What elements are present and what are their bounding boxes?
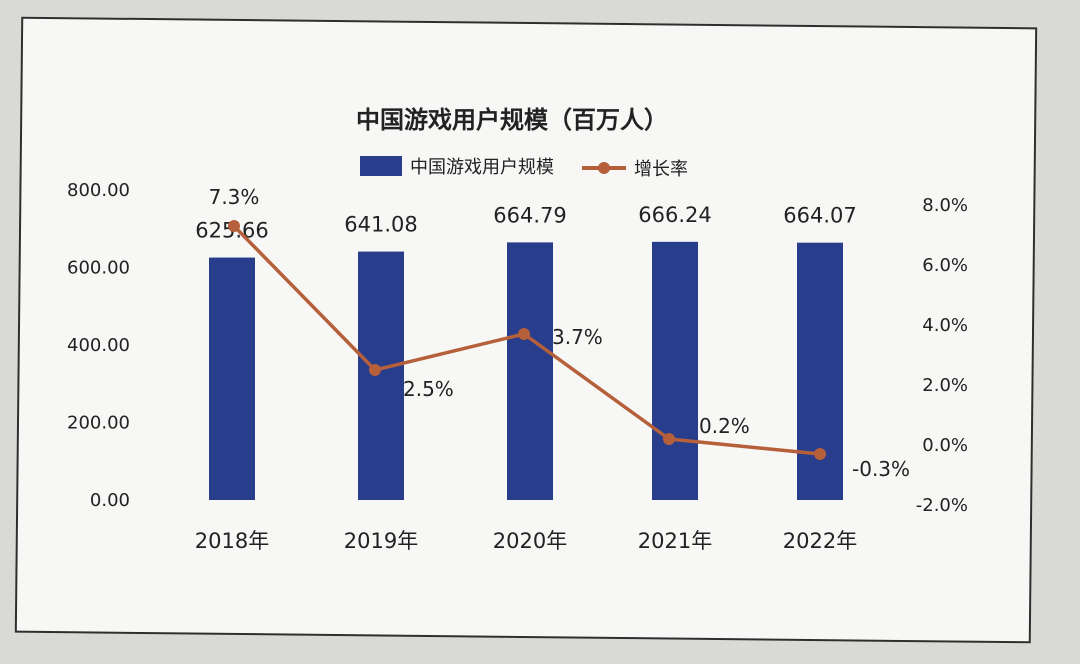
line-series <box>228 220 826 460</box>
line-point <box>814 448 826 460</box>
category-label: 2021年 <box>638 529 712 553</box>
line-data-labels: 7.3% 2.5% 3.7% 0.2% -0.3% <box>209 185 910 481</box>
category-label: 2019年 <box>344 529 418 553</box>
bar <box>209 257 255 500</box>
line-point <box>228 220 240 232</box>
category-label: 2018年 <box>195 529 269 553</box>
category-axis: 2018年 2019年 2020年 2021年 2022年 <box>195 529 857 553</box>
right-tick-label: -2.0% <box>916 495 968 516</box>
line-point <box>663 433 675 445</box>
left-axis: 0.00 200.00 400.00 600.00 800.00 <box>67 180 130 511</box>
legend-line-label: 增长率 <box>634 159 688 180</box>
bar <box>358 251 404 500</box>
bar <box>797 242 843 500</box>
line-value-label: 3.7% <box>552 325 603 349</box>
bar-value-label: 641.08 <box>344 213 417 237</box>
left-tick-label: 0.00 <box>90 490 130 511</box>
line-value-label: -0.3% <box>852 457 910 481</box>
line-point <box>369 364 381 376</box>
bar-value-label: 666.24 <box>638 203 711 227</box>
bar-value-label: 664.79 <box>493 203 566 227</box>
left-tick-label: 800.00 <box>67 180 130 201</box>
category-label: 2020年 <box>493 529 567 553</box>
left-tick-label: 400.00 <box>67 335 130 356</box>
legend-bar-label: 中国游戏用户规模 <box>410 157 554 178</box>
bar <box>652 241 698 500</box>
line-point <box>518 328 530 340</box>
right-tick-label: 8.0% <box>922 195 968 216</box>
legend: 中国游戏用户规模 增长率 <box>360 156 688 180</box>
bar-series <box>209 241 843 501</box>
right-tick-label: 0.0% <box>922 435 968 456</box>
right-tick-label: 4.0% <box>922 315 968 336</box>
category-label: 2022年 <box>783 529 857 553</box>
legend-bar-swatch <box>360 156 402 176</box>
bar <box>507 242 553 501</box>
line-value-label: 0.2% <box>699 414 750 438</box>
right-axis: -2.0% 0.0% 2.0% 4.0% 6.0% 8.0% <box>916 195 968 516</box>
line-value-label: 7.3% <box>209 185 260 209</box>
line-value-label: 2.5% <box>403 377 454 401</box>
chart-title: 中国游戏用户规模（百万人） <box>356 106 668 134</box>
left-tick-label: 600.00 <box>67 258 130 279</box>
left-tick-label: 200.00 <box>67 413 130 434</box>
bar-value-label: 664.07 <box>783 204 856 228</box>
legend-line-marker <box>598 162 610 174</box>
right-tick-label: 6.0% <box>922 255 968 276</box>
right-tick-label: 2.0% <box>922 375 968 396</box>
